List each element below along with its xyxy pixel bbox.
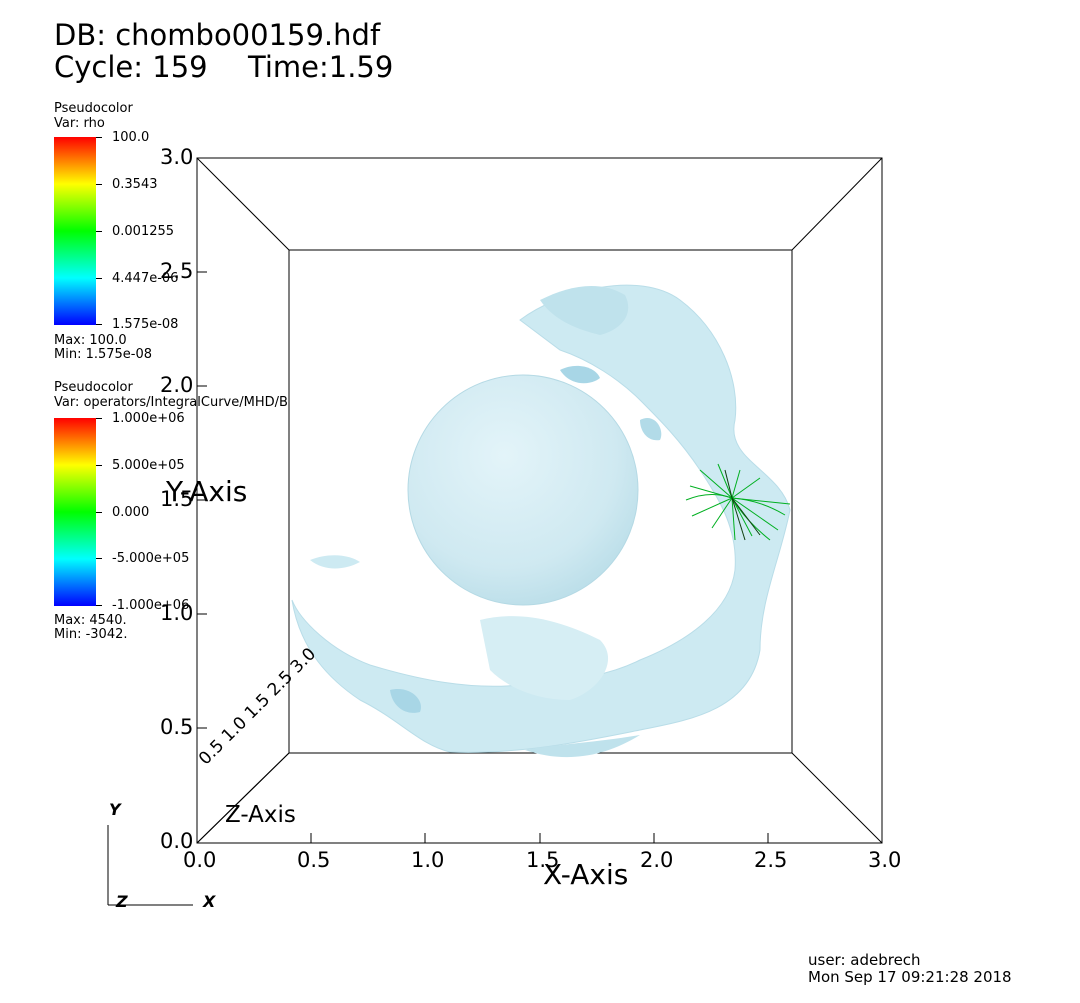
y-tick-label: 1.0 [160,601,194,625]
database-title: DB: chombo00159.hdf [54,18,381,52]
streamline [731,497,779,531]
x-tick-label: 1.5 [526,848,560,872]
legend-1-tick-label: 0.3543 [112,177,158,192]
x-tick-label: 0.5 [297,848,331,872]
streamline [731,497,753,537]
x-axis [310,833,769,843]
legend-1-tick-label: 0.001255 [112,224,175,239]
x-tick-label: 1.0 [411,848,445,872]
streamline [731,469,741,499]
legend-2-tick [96,418,102,419]
x-axis-title: X-Axis [543,858,629,891]
streamline [691,497,733,517]
legend-1-tick [96,184,102,185]
legend-2-tick [96,605,102,606]
legend-2-tick-label: 1.000e+06 [112,411,185,426]
y-tick-label: 0.0 [160,829,194,853]
legend-2-var: Var: operators/IntegralCurve/MHD/B [54,395,288,410]
x-tick-label: 2.0 [640,848,674,872]
legend-1-tick [96,278,102,279]
triad-y-label: Y [109,800,121,819]
legend-2-tick-label: -1.000e+06 [112,598,190,613]
legend-1-tick-label: 100.0 [112,130,150,145]
streamline [731,477,761,499]
legend-2-tick [96,465,102,466]
timestamp-label: Mon Sep 17 09:21:28 2018 [808,968,1012,986]
bbox-edge [791,752,883,844]
bbox-edge [791,157,883,251]
legend-2-tick-label: 0.000 [112,505,150,520]
legend-1-tick [96,137,102,138]
y-axis-title: Y-Axis [166,475,248,508]
legend-2-tick-label: 5.000e+05 [112,458,185,473]
streamline [731,497,746,541]
legend-2-colorbar [54,418,96,606]
legend-1-var: Var: rho [54,116,105,131]
legend-1-max: Max: 100.0 [54,333,127,348]
streamline [731,497,736,541]
x-tick-label: 3.0 [868,848,902,872]
legend-1-tick [96,231,102,232]
legend-1-colorbar [54,137,96,325]
legend-2-tick [96,512,102,513]
legend-1-tick [96,324,102,325]
triad-z-label: Z [116,892,128,911]
legend-1-tick-label: 1.575e-08 [112,317,179,332]
y-axis [197,157,207,729]
x-tick-label: 2.5 [754,848,788,872]
y-tick-label: 3.0 [160,145,194,169]
time-label: Time:1.59 [248,50,394,84]
y-tick-label: 1.5 [160,487,194,511]
streamline [717,463,733,499]
central-sphere [407,374,639,606]
user-label: user: adebrech [808,951,921,969]
streamline [711,497,733,529]
streamlines-dark [724,469,761,541]
z-axis-title: Z-Axis [225,802,296,828]
streamline [699,469,733,499]
legend-1-min: Min: 1.575e-08 [54,347,153,362]
isosurface-rho [291,284,791,758]
legend-2-title: Pseudocolor [54,380,133,395]
y-tick-label: 2.0 [160,373,194,397]
cycle-label: Cycle: 159 [54,50,208,84]
triad-x-label: X [203,892,216,911]
orientation-triad [107,825,193,906]
streamline [731,497,786,516]
legend-2-max: Max: 4540. [54,613,127,628]
x-tick-label: 0.0 [183,848,217,872]
legend-2-tick-label: -5.000e+05 [112,551,190,566]
legend-2-min: Min: -3042. [54,627,128,642]
y-tick-label: 0.5 [160,715,194,739]
y-tick-label: 2.5 [160,259,194,283]
legend-1-title: Pseudocolor [54,101,133,116]
streamline [731,497,761,536]
streamline [724,469,733,499]
z-axis-line [196,752,290,844]
streamline [685,494,733,501]
legend-2-tick [96,558,102,559]
legend-1-tick-label: 4.447e-06 [112,271,179,286]
bbox-edge [196,157,290,251]
